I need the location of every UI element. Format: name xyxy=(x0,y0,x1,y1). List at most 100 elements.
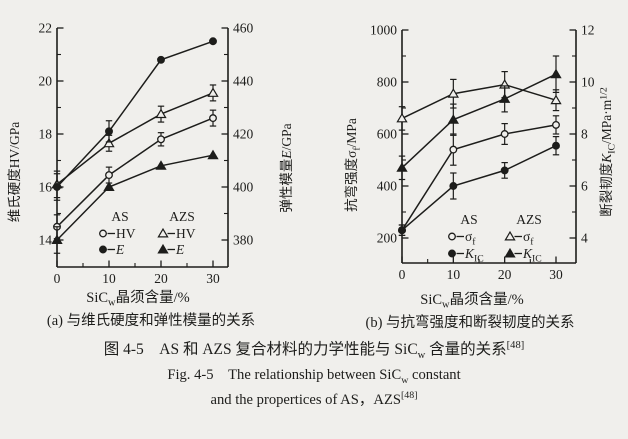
triangle-filled-icon xyxy=(103,181,115,191)
series-line xyxy=(401,83,557,120)
triangle-filled-icon xyxy=(396,162,408,172)
figure-caption-en-line2: and the propertices of AS，AZS[48] xyxy=(210,389,418,408)
right-axis-label: 断裂韧度KIC/MPa·m1/2 xyxy=(599,87,618,217)
circle-filled-icon xyxy=(449,182,458,190)
series-azs-k-ic xyxy=(396,55,562,181)
triangle-filled-icon xyxy=(504,247,516,258)
axes: 200 400 600 800 1000 4 6 8 10 12 0 10 20 30 xyxy=(370,23,595,283)
right-tick-label: 6 xyxy=(581,179,588,194)
left-tick-label: 200 xyxy=(377,231,398,246)
left-tick-label: 20 xyxy=(39,74,53,89)
legend-label: σf xyxy=(523,229,534,248)
triangle-filled-icon xyxy=(499,93,511,103)
series-line xyxy=(56,154,214,241)
figure-captions: 图 4-5 AS 和 AZS 复合材料的力学性能与 SiCw 含量的关系[48]… xyxy=(0,340,628,408)
triangle-filled-icon xyxy=(207,149,219,160)
legend-header: AZS xyxy=(516,212,542,227)
left-tick-label: 16 xyxy=(39,180,53,195)
series-azs-e xyxy=(51,149,219,254)
circle-filled-icon xyxy=(157,55,165,64)
circle-open-icon xyxy=(449,145,458,154)
series-line xyxy=(56,117,214,228)
legend-header: AZS xyxy=(169,209,195,224)
plot-caption: (b) 与抗弯强度和断裂韧度的关系 xyxy=(365,314,574,331)
left-tick-label: 600 xyxy=(377,127,398,142)
right-tick-label: 10 xyxy=(581,75,595,90)
legend-header: AS xyxy=(460,212,477,227)
triangle-open-icon xyxy=(155,108,167,119)
left-tick-label: 1000 xyxy=(370,23,397,38)
legend-label: σf xyxy=(465,229,476,248)
right-axis-label: 弹性模量E/GPa xyxy=(279,123,294,212)
legend-label: HV xyxy=(116,226,136,241)
series-line xyxy=(56,92,214,185)
x-tick-label: 20 xyxy=(154,271,168,286)
left-tick-label: 14 xyxy=(39,233,53,248)
triangle-open-icon xyxy=(103,137,115,148)
triangle-open-icon xyxy=(504,230,516,241)
circle-open-icon xyxy=(500,130,509,138)
circle-open-icon xyxy=(105,171,113,180)
right-tick-label: 8 xyxy=(581,127,588,142)
x-tick-label: 0 xyxy=(54,271,61,286)
chart-a: 14 16 18 20 22 380 400 420 440 460 0 10 20 30 维氏硬度HV/G… xyxy=(7,21,294,330)
triangle-open-icon xyxy=(396,112,408,123)
circle-filled-icon xyxy=(53,183,61,191)
legend-label: E xyxy=(175,242,185,257)
x-tick-label: 10 xyxy=(102,271,116,286)
left-axis-label: 维氏硬度HV/GPa xyxy=(7,122,22,223)
series-line xyxy=(401,145,557,231)
right-tick-label: 420 xyxy=(233,127,254,142)
triangle-filled-icon xyxy=(447,114,459,124)
triangle-filled-icon xyxy=(155,160,167,170)
circle-filled-icon xyxy=(398,226,406,235)
right-tick-label: 12 xyxy=(581,23,595,38)
right-tick-label: 440 xyxy=(233,74,254,89)
plots-row: 14 16 18 20 22 380 400 420 440 460 0 10 20 30 维氏硬度HV/G… xyxy=(7,21,618,332)
x-tick-label: 30 xyxy=(206,271,220,286)
series-as-k-ic xyxy=(398,136,560,236)
circle-open-icon xyxy=(157,135,165,144)
right-tick-label: 380 xyxy=(233,233,254,248)
right-tick-label: 460 xyxy=(233,21,254,36)
circle-open-icon xyxy=(552,120,560,129)
series-azs-hv xyxy=(51,84,219,199)
circle-filled-icon xyxy=(209,37,217,46)
left-tick-label: 800 xyxy=(377,75,398,90)
series-azs-sigma-f xyxy=(396,70,562,131)
figure-caption-en-line1: Fig. 4-5 The relationship between SiCw c… xyxy=(167,366,461,386)
legend-header: AS xyxy=(111,209,128,224)
plot-caption: (a) 与维氏硬度和弹性模量的关系 xyxy=(47,312,255,329)
triangle-filled-icon xyxy=(157,243,169,254)
left-tick-label: 400 xyxy=(377,179,398,194)
triangle-open-icon xyxy=(447,88,459,98)
legend-label: KIC xyxy=(464,246,484,265)
triangle-filled-icon xyxy=(51,234,63,244)
right-tick-label: 4 xyxy=(581,231,588,246)
legend-label: HV xyxy=(176,226,196,241)
circle-filled-icon xyxy=(552,141,560,150)
chart-b: 200 400 600 800 1000 4 6 8 10 12 0 10 20 30 抗弯强度σf/MPa… xyxy=(343,23,618,332)
left-tick-label: 18 xyxy=(39,127,53,142)
x-tick-label: 0 xyxy=(399,267,406,282)
legend-label: E xyxy=(115,242,125,257)
right-tick-label: 400 xyxy=(233,180,254,195)
series-as-e xyxy=(53,37,217,201)
series-line xyxy=(56,40,214,188)
circle-filled-icon xyxy=(448,249,456,258)
x-tick-label: 30 xyxy=(549,267,563,282)
circle-open-icon xyxy=(448,232,456,241)
circle-filled-icon xyxy=(99,245,107,254)
circle-open-icon xyxy=(209,114,217,123)
x-axis-label: SiCw晶须含量/% xyxy=(86,289,189,309)
series-line xyxy=(401,124,557,231)
axes: 14 16 18 20 22 380 400 420 440 460 0 10 20 30 xyxy=(39,21,254,287)
triangle-open-icon xyxy=(550,94,562,105)
x-tick-label: 10 xyxy=(447,267,461,282)
legend-label: KIC xyxy=(522,246,542,265)
left-tick-label: 22 xyxy=(39,21,53,36)
left-axis-label: 抗弯强度σf/MPa xyxy=(343,118,363,212)
triangle-open-icon xyxy=(157,227,169,238)
